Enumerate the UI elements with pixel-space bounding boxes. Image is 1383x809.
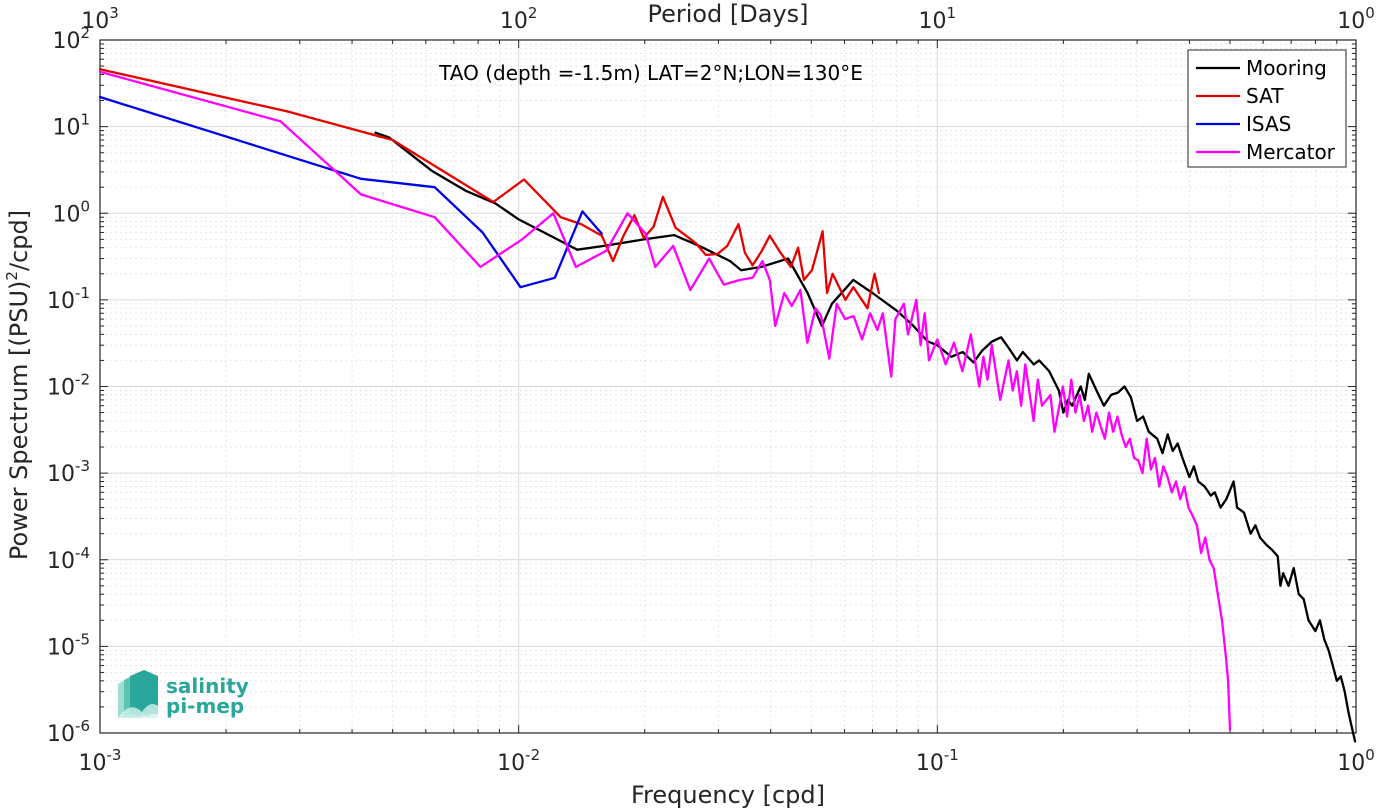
top-tick-label-base: 10 — [919, 9, 947, 34]
y-tick-label-exponent: -1 — [75, 284, 90, 302]
legend-label-mooring: Mooring — [1246, 56, 1327, 80]
y-tick-label-base: 10 — [47, 722, 75, 747]
top-tick-label-base: 10 — [1337, 9, 1365, 34]
y-tick-label-base: 10 — [52, 29, 80, 54]
salinity-pi-mep-logo: salinity pi-mep — [118, 670, 249, 718]
y-axis-label-tail: /cpd] — [5, 210, 33, 271]
y-tick-label-exponent: -3 — [75, 457, 90, 475]
logo-text-line2: pi-mep — [166, 694, 244, 718]
series-line-sat — [98, 68, 881, 310]
series-line-mooring — [374, 131, 1357, 743]
top-tick-label: 102 — [500, 4, 538, 34]
y-tick-label-base: 10 — [47, 289, 75, 314]
x-tick-label-exponent: 0 — [1365, 746, 1375, 764]
top-tick-label: 101 — [919, 4, 957, 34]
x-tick-label-base: 10 — [1337, 751, 1365, 776]
top-tick-label: 100 — [1337, 4, 1375, 34]
chart-title: TAO (depth =-1.5m) LAT=2°N;LON=130°E — [438, 61, 863, 85]
y-tick-label-exponent: -4 — [75, 544, 90, 562]
y-tick-label: 10-5 — [47, 630, 90, 660]
x-tick-label: 10-3 — [79, 746, 122, 776]
legend: Mooring SAT ISAS Mercator — [1187, 49, 1347, 168]
y-tick-label-exponent: 2 — [80, 24, 90, 42]
x-tick-label-exponent: -2 — [525, 746, 540, 764]
x-tick-label-exponent: -1 — [944, 746, 959, 764]
top-tick-label-exponent: 3 — [109, 4, 119, 22]
series-line-mercator — [98, 70, 1232, 731]
top-tick-label-base: 10 — [500, 9, 528, 34]
y-tick-label: 102 — [52, 24, 90, 54]
y-tick-label-base: 10 — [47, 462, 75, 487]
y-axis-label: Power Spectrum [(PSU)2/cpd] — [3, 210, 33, 560]
series-line-isas — [98, 95, 603, 289]
top-axis-label: Period [Days] — [647, 0, 808, 28]
top-tick-label-base: 10 — [81, 9, 109, 34]
y-tick-label-base: 10 — [52, 116, 80, 141]
y-tick-label-base: 10 — [47, 376, 75, 401]
y-tick-label: 100 — [52, 197, 90, 227]
y-tick-label: 10-6 — [47, 717, 90, 747]
y-tick-label: 10-3 — [47, 457, 90, 487]
x-tick-label-base: 10 — [497, 751, 525, 776]
top-tick-label-exponent: 0 — [1365, 4, 1375, 22]
x-axis-label: Frequency [cpd] — [631, 781, 825, 809]
top-tick-label: 103 — [81, 4, 119, 34]
y-tick-label: 101 — [52, 111, 90, 141]
x-tick-label-exponent: -3 — [107, 746, 122, 764]
series-group — [98, 68, 1357, 743]
y-tick-label-exponent: -6 — [75, 717, 90, 735]
x-tick-label: 10-2 — [497, 746, 540, 776]
legend-label-mercator: Mercator — [1246, 140, 1336, 164]
x-tick-label: 100 — [1337, 746, 1375, 776]
y-tick-label-base: 10 — [47, 549, 75, 574]
x-tick-label-base: 10 — [79, 751, 107, 776]
y-tick-label: 10-2 — [47, 371, 90, 401]
y-tick-label-base: 10 — [52, 202, 80, 227]
x-tick-label-base: 10 — [916, 751, 944, 776]
y-tick-label: 10-4 — [47, 544, 90, 574]
y-tick-label-base: 10 — [47, 635, 75, 660]
logo-text-line1: salinity — [166, 674, 249, 698]
x-tick-label: 10-1 — [916, 746, 959, 776]
y-axis-label-sup: 2 — [3, 271, 21, 281]
y-tick-label-exponent: -2 — [75, 371, 90, 389]
legend-label-sat: SAT — [1246, 84, 1284, 108]
logo-mark-icon — [118, 670, 158, 718]
y-tick-label-exponent: 0 — [80, 197, 90, 215]
y-axis-label-main: Power Spectrum [(PSU) — [5, 281, 33, 560]
y-tick-label: 10-1 — [47, 284, 90, 314]
legend-box — [1187, 49, 1347, 168]
top-tick-label-exponent: 2 — [528, 4, 538, 22]
top-tick-label-exponent: 1 — [947, 4, 957, 22]
y-tick-label-exponent: -5 — [75, 630, 90, 648]
legend-label-isas: ISAS — [1246, 112, 1291, 136]
y-tick-label-exponent: 1 — [80, 111, 90, 129]
